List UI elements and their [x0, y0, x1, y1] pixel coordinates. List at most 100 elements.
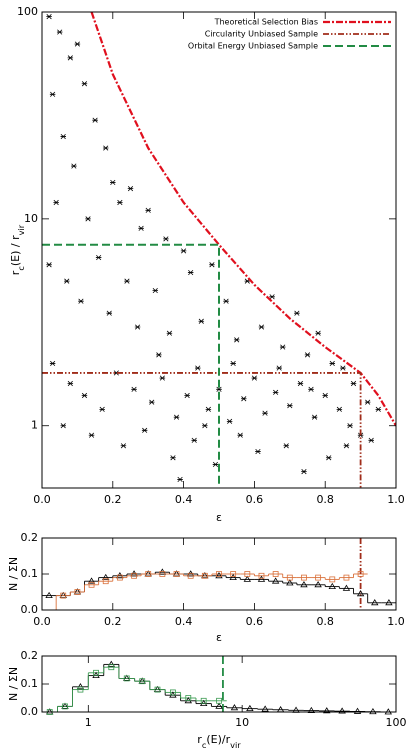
x-tick-label: 0.2: [104, 493, 122, 506]
x-tick-label: 0.8: [316, 615, 334, 628]
scatter-point: [180, 248, 187, 254]
scatter-point: [110, 179, 116, 186]
square-marker: [88, 581, 95, 588]
square-marker: [139, 678, 146, 685]
square-marker: [187, 572, 194, 579]
scatter-point: [81, 81, 88, 87]
triangle-marker: [353, 707, 362, 714]
x-tick-label: 1.0: [387, 615, 405, 628]
scatter-point: [301, 469, 307, 475]
y-tick-label: 0.2: [21, 649, 39, 662]
square-marker: [200, 697, 207, 704]
scatter-point: [120, 443, 127, 449]
square-marker: [185, 695, 192, 701]
label-part: (E) / r: [9, 235, 22, 266]
label-part: r: [197, 733, 202, 746]
scatter-point: [46, 262, 52, 268]
scatter-point: [67, 380, 74, 387]
triangle-marker: [138, 677, 146, 684]
scatter-point: [49, 360, 56, 367]
scatter-point: [251, 375, 258, 381]
x-axis-label: rc(E)/rvir: [197, 733, 241, 748]
scatter-point: [340, 365, 346, 371]
scatter-point: [279, 344, 286, 350]
triangle-marker: [229, 573, 237, 580]
square-marker: [258, 572, 265, 579]
scatter-point: [315, 330, 321, 336]
x-axis-label: ε: [216, 631, 222, 644]
scatter-point: [216, 386, 222, 392]
square-marker: [230, 571, 237, 577]
subscript: vir: [16, 224, 26, 235]
x-tick-label: 100: [386, 716, 407, 729]
scatter-point: [255, 448, 261, 455]
x-tick-label: 1.0: [387, 493, 405, 506]
scatter-point: [287, 403, 293, 409]
square-marker: [216, 571, 222, 577]
label-part: (E)/r: [206, 733, 230, 746]
x-tick-label: 0.8: [316, 493, 334, 506]
scatter-point: [364, 399, 371, 405]
square-marker: [123, 675, 130, 682]
square-marker: [159, 571, 166, 577]
triangle-marker: [59, 591, 67, 598]
scatter-point: [141, 427, 148, 433]
scatter-point: [152, 288, 159, 294]
square-marker: [145, 571, 152, 577]
scatter-point: [156, 352, 162, 358]
scatter-point: [88, 432, 95, 438]
square-marker: [201, 572, 208, 579]
scatter-point: [53, 199, 59, 206]
square-marker: [169, 689, 176, 696]
triangle-marker: [276, 705, 285, 713]
x-tick-label: 10: [235, 716, 249, 729]
label-part: N / ΣN: [7, 667, 20, 701]
scatter-point: [67, 55, 74, 61]
scatter-point: [368, 437, 374, 443]
scatter-point: [308, 386, 314, 392]
triangle-marker: [371, 599, 379, 606]
scatter-point: [304, 352, 311, 358]
scatter-point: [117, 199, 123, 206]
scatter-point: [64, 278, 70, 284]
scatter-point: [329, 360, 336, 367]
scatter-point: [276, 365, 282, 371]
scatter-point: [85, 216, 91, 222]
triangle-marker: [338, 707, 346, 714]
x-tick-label: 0.6: [246, 493, 264, 506]
y-tick-label: 0.0: [21, 603, 39, 616]
scatter-point: [272, 389, 279, 395]
scatter-point: [74, 41, 81, 47]
triangle-marker: [76, 683, 85, 690]
scatter-point: [212, 461, 219, 468]
scatter-point: [78, 298, 84, 304]
square-marker: [286, 574, 293, 581]
scatter-point: [191, 437, 197, 443]
scatter-point: [166, 330, 173, 336]
scatter-point: [311, 414, 318, 420]
scatter-point: [81, 392, 88, 399]
x-tick-label: 0.4: [175, 615, 193, 628]
triangle-marker: [342, 584, 351, 591]
x-tick-label: 0.6: [246, 615, 264, 628]
subscript: vir: [230, 740, 241, 748]
scatter-point: [102, 145, 109, 151]
scatter-point: [269, 294, 275, 300]
square-marker: [108, 664, 115, 671]
subscript: c: [202, 740, 207, 748]
triangle-marker: [286, 579, 294, 586]
subscript: c: [16, 266, 26, 271]
triangle-marker: [356, 590, 365, 597]
square-marker: [301, 574, 307, 581]
y-tick-label: 0.2: [21, 531, 39, 544]
scatter-point: [173, 414, 180, 420]
scatter-point: [148, 399, 155, 405]
scatter-point: [198, 318, 205, 324]
scatter-point: [226, 418, 233, 424]
scatter-point: [262, 410, 268, 416]
scatter-point: [375, 406, 382, 412]
triangle-marker: [107, 660, 116, 667]
triangle-marker: [323, 707, 331, 714]
y-axis-label: rc(E) / rvir: [9, 224, 26, 275]
